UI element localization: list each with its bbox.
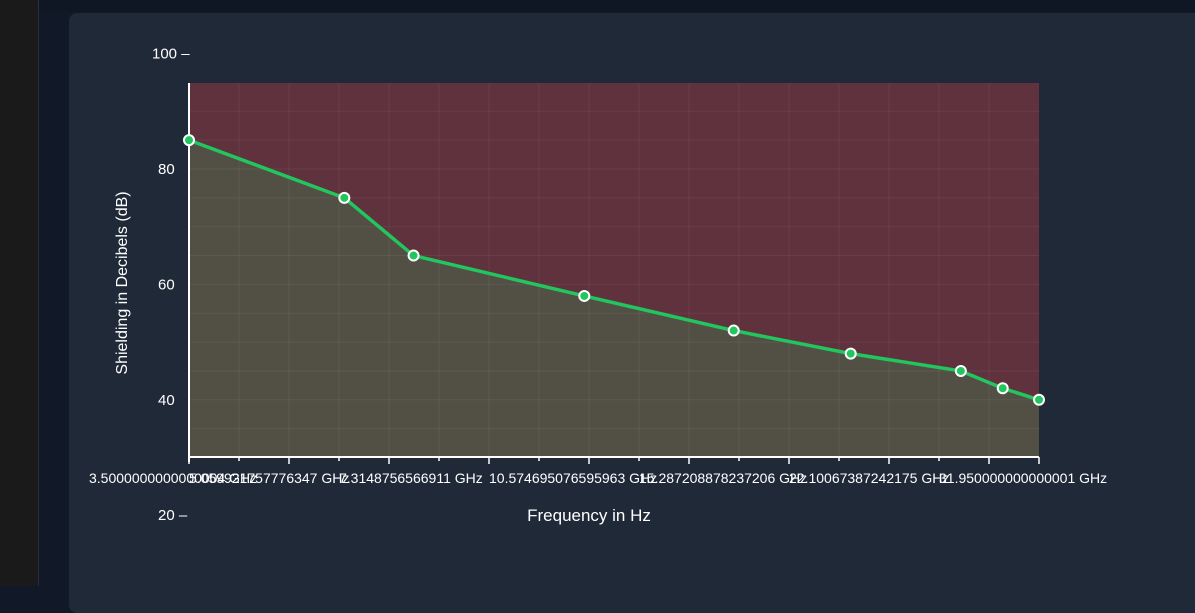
left-rail (0, 0, 39, 586)
data-point[interactable] (578, 289, 591, 302)
x-tick-label: 31.950000000000001 GHz (939, 470, 1107, 486)
x-axis-label: Frequency in Hz (527, 506, 651, 525)
data-point[interactable] (338, 191, 351, 204)
x-tick-label: 10.574695076595963 GHz (489, 470, 657, 486)
grid (189, 83, 1039, 457)
data-point[interactable] (844, 347, 857, 360)
y-ticks: 20 – 40 60 80 100 – (152, 46, 190, 525)
below-area (189, 140, 1039, 457)
y-axis-label: Shielding in Decibels (dB) (114, 191, 131, 374)
data-point[interactable] (407, 249, 420, 262)
y-tick-label: 40 (158, 392, 175, 409)
x-tick-label: 7.3148756566911 GHz (339, 470, 483, 486)
y-tick-label: 60 (158, 276, 175, 293)
data-point[interactable] (954, 364, 967, 377)
data-point[interactable] (727, 324, 740, 337)
y-tick-label: 80 (158, 161, 175, 178)
data-point[interactable] (996, 382, 1009, 395)
data-points (183, 134, 1045, 406)
y-tick-label: 20 – (158, 507, 188, 524)
x-tick-label: 15.287208878237206 GHz (639, 470, 807, 486)
y-tick-label: 100 – (152, 46, 190, 63)
top-band (39, 0, 1195, 12)
data-point[interactable] (1033, 393, 1045, 406)
x-tick-label: 5.059921757776347 GHz (189, 470, 349, 486)
data-point[interactable] (183, 134, 195, 147)
x-tick-label: 22.10067387242175 GHz (789, 470, 949, 486)
x-tick-label: 3.5000000000000004 GHz (89, 470, 257, 486)
shielding-chart: 20 – 40 60 80 100 – 3.5000000000000004 GHz5.… (89, 46, 1107, 525)
x-ticks: 3.5000000000000004 GHz5.059921757776347 … (89, 457, 1107, 486)
